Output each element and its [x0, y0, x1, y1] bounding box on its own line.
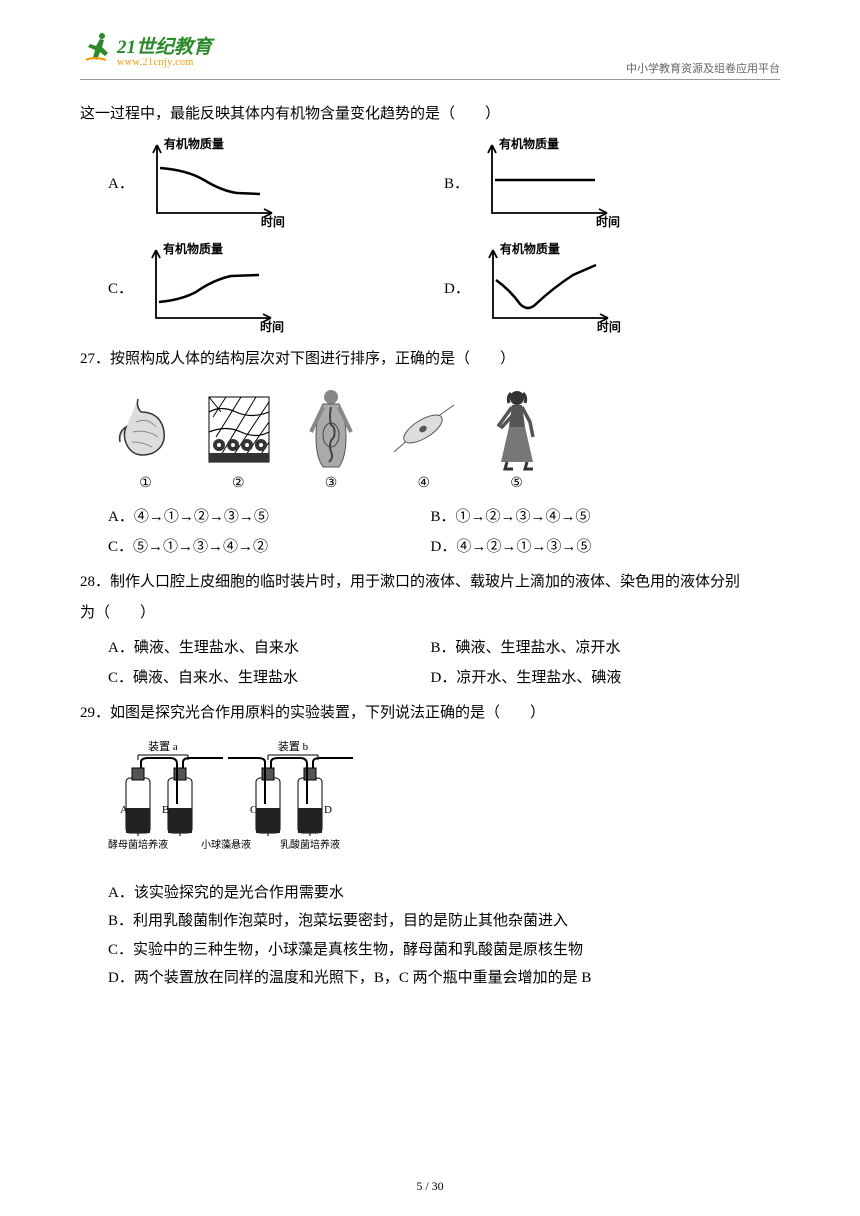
- q28-option-C: C．碘液、自来水、生理盐水: [108, 663, 431, 693]
- question-28-line2: 为（ ）: [80, 599, 780, 628]
- q28-option-A: A．碘液、生理盐水、自来水: [108, 633, 431, 663]
- question-continued: 这一过程中，最能反映其体内有机物含量变化趋势的是（ ）: [80, 100, 780, 129]
- bottle-A: A: [120, 768, 150, 833]
- stomach-icon: [108, 387, 183, 472]
- y-axis-label: 有机物质量: [164, 135, 224, 152]
- page-number: 5 / 30: [0, 1179, 860, 1194]
- chart-option-A: A． 有机物质量 时间: [108, 135, 444, 230]
- q29-option-C: C．实验中的三种生物，小球藻是真核生物，酵母菌和乳酸菌是原核生物: [108, 936, 780, 965]
- question-28-line1: 28．制作人口腔上皮细胞的临时装片时，用于漱口的液体、载玻片上滴加的液体、染色用…: [80, 568, 780, 597]
- chart-option-B: B． 有机物质量 时间: [444, 135, 780, 230]
- q29-option-D: D．两个装置放在同样的温度和光照下，B，C 两个瓶中重量会增加的是 B: [108, 964, 780, 993]
- svg-text:D: D: [324, 804, 332, 816]
- x-axis-label: 时间: [596, 213, 620, 230]
- y-axis-label: 有机物质量: [499, 135, 559, 152]
- y-axis-label: 有机物质量: [500, 240, 560, 257]
- x-axis-label: 时间: [261, 213, 285, 230]
- svg-text:C: C: [250, 804, 257, 816]
- tissue-icon: [201, 387, 276, 472]
- apparatus-diagram: 装置 a 装置 b A B: [108, 738, 780, 873]
- q27-option-A: A．④→①→②→③→⑤: [108, 502, 431, 532]
- question-29: 29．如图是探究光合作用原料的实验装置，下列说法正确的是（ ）: [80, 699, 780, 728]
- structure-images: ① ②: [108, 387, 780, 492]
- question-27: 27．按照构成人体的结构层次对下图进行排序，正确的是（ ）: [80, 345, 780, 374]
- chart-option-D: D． 有机物质量 时间: [444, 240, 780, 335]
- svg-text:乳酸菌培养液: 乳酸菌培养液: [280, 838, 340, 851]
- y-axis-label: 有机物质量: [163, 240, 223, 257]
- svg-text:小球藻悬液: 小球藻悬液: [201, 838, 251, 851]
- chart-option-C: C． 有机物质量 时间: [108, 240, 444, 335]
- person-icon: [479, 387, 554, 472]
- apparatus-label-a: 装置 a: [148, 740, 178, 753]
- q29-option-B: B．利用乳酸菌制作泡菜时，泡菜坛要密封，目的是防止其他杂菌进入: [108, 907, 780, 936]
- svg-text:酵母菌培养液: 酵母菌培养液: [108, 838, 168, 851]
- svg-text:B: B: [162, 804, 169, 816]
- q27-option-D: D．④→②→①→③→⑤: [431, 532, 754, 562]
- logo-url-text: www.21cnjy.com: [117, 57, 212, 68]
- q28-option-B: B．碘液、生理盐水、凉开水: [431, 633, 754, 663]
- svg-text:A: A: [120, 804, 128, 816]
- bottle-D: D: [298, 768, 332, 833]
- cell-icon: [386, 387, 461, 472]
- header-divider: [80, 79, 780, 80]
- q29-option-A: A．该实验探究的是光合作用需要水: [108, 879, 780, 908]
- logo-main-text: 21世纪教育: [117, 37, 212, 58]
- header-right-text: 中小学教育资源及组卷应用平台: [626, 60, 780, 76]
- apparatus-label-b: 装置 b: [278, 740, 309, 753]
- body-system-icon: [294, 387, 369, 472]
- q27-option-C: C．⑤→①→③→④→②: [108, 532, 431, 562]
- x-axis-label: 时间: [597, 318, 621, 335]
- runner-icon: [80, 30, 114, 69]
- q27-option-B: B．①→②→③→④→⑤: [431, 502, 754, 532]
- x-axis-label: 时间: [260, 318, 284, 335]
- q28-option-D: D．凉开水、生理盐水、碘液: [431, 663, 754, 693]
